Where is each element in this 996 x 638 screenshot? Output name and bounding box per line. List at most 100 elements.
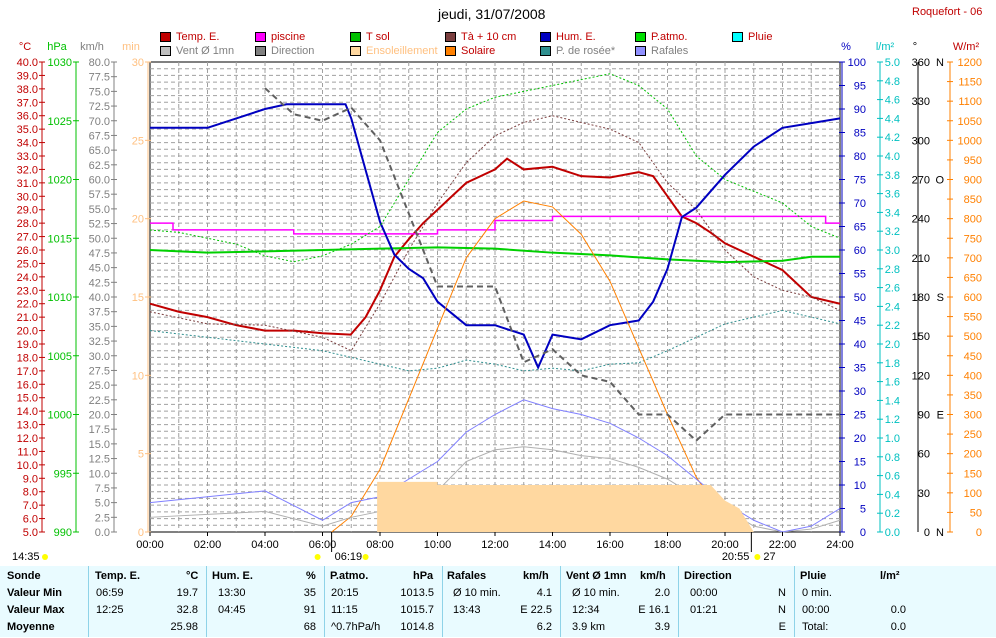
legend-item: Pluie (732, 31, 772, 43)
temp-axis-tick-label: 39.0 (17, 70, 38, 82)
series-ensoleillement (377, 481, 754, 532)
humidity-axis-tick-label: 55 (854, 269, 866, 281)
wind-axis-tick-label: 30.0 (89, 351, 110, 363)
humidity-axis-tick-label: 25 (854, 410, 866, 422)
rain-axis-tick-label: 1.6 (885, 377, 900, 389)
chart-axes: 5.06.07.08.09.010.011.012.013.014.015.01… (17, 41, 982, 539)
summary-header-temp: Temp. E. (95, 570, 141, 582)
solar-axis-tick-label: 450 (964, 351, 982, 363)
humidity-axis-tick-label: 5 (860, 504, 866, 516)
summary-pluie-time: 0 min. (802, 587, 832, 599)
wind-axis-tick-label: 67.5 (89, 130, 110, 142)
series-temp-e (149, 157, 841, 336)
legend-item: piscine (255, 31, 305, 43)
pressure-axis-tick-label: 1015 (48, 233, 72, 245)
legend-swatch (255, 32, 266, 42)
series-t-10-cm (149, 115, 841, 352)
wind-axis-tick-label: 0.0 (95, 527, 110, 539)
wind-axis-tick-label: 7.5 (95, 483, 110, 495)
chart-grid (149, 61, 841, 533)
rain-axis-tick-label: 3.0 (885, 245, 900, 257)
legend-swatch (350, 46, 361, 56)
legend-label: Solaire (461, 45, 496, 57)
wind-axis-tick-label: 10.0 (89, 468, 110, 480)
summary-temp-val: 19.7 (176, 587, 198, 599)
temp-axis-tick-label: 16.0 (17, 379, 38, 391)
x-tick-label: 24:00 (826, 539, 854, 551)
minutes-axis-tick-label: 30 (132, 57, 144, 69)
summary-separator (88, 566, 89, 637)
axis-unit-label: hPa (47, 41, 67, 53)
direction-axis-tick-label: 30 (918, 488, 930, 500)
wind-axis-tick-label: 60.0 (89, 175, 110, 187)
temp-axis-tick-label: 19.0 (17, 339, 38, 351)
wind-axis-tick-label: 72.5 (89, 101, 110, 113)
summary-separator (206, 566, 207, 637)
humidity-axis-tick-label: 95 (854, 81, 866, 93)
summary-header-vent: Vent Ø 1mn (566, 570, 627, 582)
wind-axis-tick-label: 70.0 (89, 116, 110, 128)
legend-label: Rafales (651, 45, 689, 57)
humidity-axis-tick-label: 15 (854, 457, 866, 469)
wind-axis-tick-label: 40.0 (89, 292, 110, 304)
direction-axis-tick-label: 60 (918, 449, 930, 461)
rain-axis-tick-label: 0.0 (885, 527, 900, 539)
wind-axis-tick-label: 12.5 (89, 454, 110, 466)
humidity-axis-tick-label: 90 (854, 104, 866, 116)
summary-dir-time: 01:21 (690, 604, 718, 616)
humidity-axis-tick-label: 35 (854, 363, 866, 375)
x-tick-label: 04:00 (251, 539, 279, 551)
minutes-axis-tick-label: 0 (138, 527, 144, 539)
rain-axis-tick-label: 2.0 (885, 339, 900, 351)
temp-axis-tick-label: 10.0 (17, 460, 38, 472)
solar-axis-tick-label: 500 (964, 331, 982, 343)
temp-axis-tick-label: 29.0 (17, 205, 38, 217)
axis-unit-label: l/m² (876, 41, 895, 53)
legend-item: Vent Ø 1mn (160, 45, 234, 57)
pressure-axis-tick-label: 995 (54, 468, 72, 480)
sunset-icon (754, 554, 761, 560)
legend-label: Temp. E. (176, 31, 220, 43)
axis-unit-label: ° (913, 41, 917, 53)
legend-item: T sol (350, 31, 390, 43)
legend-swatch (445, 32, 456, 42)
x-tick-label: 08:00 (366, 539, 394, 551)
direction-axis-cardinal: O (935, 175, 944, 187)
summary-patmo-val: 1013.5 (400, 587, 434, 599)
solar-axis-tick-label: 300 (964, 410, 982, 422)
sunset-minutes-label: 27 (763, 551, 775, 563)
temp-axis-tick-label: 18.0 (17, 352, 38, 364)
summary-separator (678, 566, 679, 637)
summary-dir-time: 00:00 (690, 587, 718, 599)
wind-axis-tick-label: 27.5 (89, 365, 110, 377)
solar-axis-tick-label: 1050 (958, 116, 982, 128)
rain-axis-tick-label: 0.8 (885, 452, 900, 464)
temp-axis-tick-label: 25.0 (17, 258, 38, 270)
series-t-sol (149, 246, 840, 264)
summary-dir-val: N (778, 604, 786, 616)
summary-header-direction: Direction (684, 570, 732, 582)
direction-axis-cardinal: N (936, 57, 944, 69)
summary-hum-val: 35 (303, 587, 316, 599)
wind-axis-tick-label: 42.5 (89, 277, 110, 289)
rain-axis-tick-label: 1.4 (885, 395, 900, 407)
summary-pluie-val: 0.0 (890, 604, 906, 616)
rain-axis-tick-label: 2.4 (885, 301, 900, 313)
rain-axis-tick-label: 2.8 (885, 264, 900, 276)
direction-axis-tick-label: 300 (912, 135, 930, 147)
legend-swatch (255, 46, 266, 56)
x-tick-label: 20:00 (711, 539, 739, 551)
temp-axis-tick-label: 7.0 (23, 500, 38, 512)
legend-label: Tà + 10 cm (461, 31, 517, 43)
x-tick-label: 02:00 (194, 539, 222, 551)
wind-axis-tick-label: 50.0 (89, 233, 110, 245)
solar-axis-tick-label: 700 (964, 253, 982, 265)
temp-axis-tick-label: 15.0 (17, 393, 38, 405)
wind-axis-tick-label: 57.5 (89, 189, 110, 201)
wind-axis-tick-label: 20.0 (89, 410, 110, 422)
summary-hum-time: 04:45 (218, 604, 246, 616)
pressure-axis-tick-label: 1025 (48, 116, 72, 128)
summary-header-row: Sonde Temp. E. °C Hum. E. % P.atmo. hPa … (0, 570, 996, 587)
wind-axis-tick-label: 17.5 (89, 424, 110, 436)
summary-header-rafales: Rafales (447, 570, 487, 582)
